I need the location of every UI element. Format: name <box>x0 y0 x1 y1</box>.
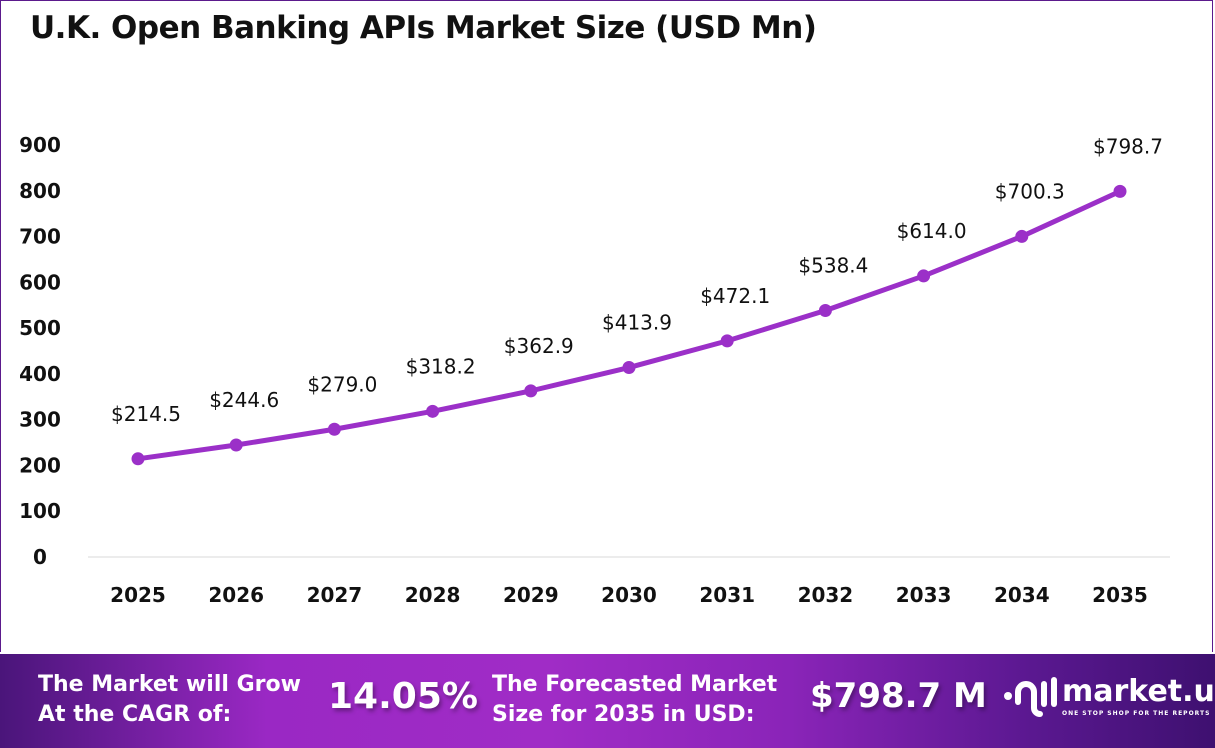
cagr-value: 14.05% <box>328 676 478 717</box>
cagr-label: The Market will Grow At the CAGR of: <box>38 670 301 730</box>
x-tick-label: 2029 <box>503 583 559 607</box>
y-tick-label: 900 <box>19 133 61 157</box>
x-tick-label: 2035 <box>1092 583 1148 607</box>
x-tick-label: 2034 <box>994 583 1050 607</box>
data-point <box>720 334 734 348</box>
data-label: $798.7 <box>1093 134 1163 158</box>
forecast-label-line2: Size for 2035 in USD: <box>492 702 755 727</box>
y-tick-label: 700 <box>19 225 61 249</box>
cagr-label-line2: At the CAGR of: <box>38 702 232 727</box>
data-label: $244.6 <box>209 388 279 412</box>
y-tick-label: 200 <box>19 453 61 477</box>
data-point <box>131 452 145 466</box>
brand-name: market.us <box>1062 674 1215 709</box>
data-label: $700.3 <box>995 179 1065 203</box>
forecast-label-line1: The Forecasted Market <box>492 672 778 697</box>
y-tick-label: 300 <box>19 408 61 432</box>
market-us-logo-icon <box>1004 677 1057 717</box>
chart-frame <box>0 0 1213 652</box>
y-tick-label: 800 <box>19 179 61 203</box>
y-tick-label: 0 <box>33 545 47 569</box>
cagr-label-line1: The Market will Grow <box>38 672 301 697</box>
data-label: $362.9 <box>504 334 574 358</box>
data-point <box>229 438 243 452</box>
x-tick-label: 2025 <box>110 583 166 607</box>
data-label: $214.5 <box>111 402 181 426</box>
x-tick-label: 2027 <box>307 583 363 607</box>
y-tick-label: 100 <box>19 499 61 523</box>
y-tick-label: 600 <box>19 270 61 294</box>
data-point <box>1015 229 1029 243</box>
data-point <box>426 404 440 418</box>
y-tick-label: 500 <box>19 316 61 340</box>
data-point <box>622 361 636 375</box>
data-label: $279.0 <box>307 372 377 396</box>
brand-tagline: ONE STOP SHOP FOR THE REPORTS <box>1062 710 1211 717</box>
data-label: $614.0 <box>897 219 967 243</box>
data-point <box>917 269 931 283</box>
data-label: $538.4 <box>798 254 868 278</box>
data-label: $472.1 <box>700 284 770 308</box>
y-tick-label: 400 <box>19 362 61 386</box>
x-tick-label: 2033 <box>896 583 952 607</box>
data-label: $318.2 <box>406 354 476 378</box>
x-tick-label: 2032 <box>798 583 854 607</box>
x-tick-label: 2030 <box>601 583 657 607</box>
x-tick-label: 2028 <box>405 583 461 607</box>
footer-banner: The Market will Grow At the CAGR of: 14.… <box>0 654 1215 748</box>
x-tick-label: 2026 <box>208 583 264 607</box>
data-point <box>327 422 341 436</box>
x-tick-label: 2031 <box>699 583 755 607</box>
data-point <box>524 384 538 398</box>
forecast-value: $798.7 M <box>810 676 987 716</box>
data-point <box>818 304 832 318</box>
chart-title: U.K. Open Banking APIs Market Size (USD … <box>30 10 817 46</box>
forecast-label: The Forecasted Market Size for 2035 in U… <box>492 670 777 730</box>
data-label: $413.9 <box>602 311 672 335</box>
line-chart: 0 100 200 300 400 500 600 700 800 900 2025 2026 2027… <box>19 133 1170 607</box>
data-point <box>1113 184 1127 198</box>
